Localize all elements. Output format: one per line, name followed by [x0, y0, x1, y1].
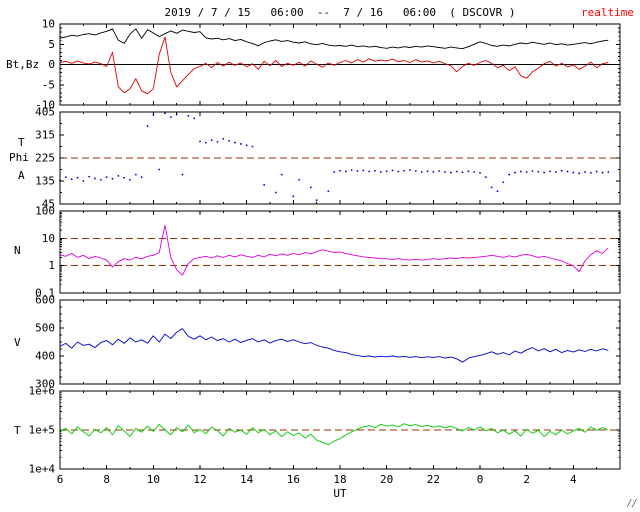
- svg-text:225: 225: [35, 152, 55, 165]
- svg-text:0.1: 0.1: [35, 287, 55, 300]
- svg-text:4: 4: [570, 473, 577, 486]
- svg-text:1e+4: 1e+4: [29, 463, 56, 476]
- svg-text:14: 14: [240, 473, 254, 486]
- svg-text:6: 6: [57, 473, 64, 486]
- ylabel-velocity: V: [14, 336, 21, 349]
- svg-text:45: 45: [42, 198, 55, 211]
- svg-text:100: 100: [35, 205, 55, 218]
- svg-text:0: 0: [477, 473, 484, 486]
- svg-text:5: 5: [48, 38, 55, 51]
- corner-hatch-mark: ⁄⁄: [625, 496, 638, 510]
- svg-text:2: 2: [523, 473, 530, 486]
- ylabel-angle-phi: Phi: [9, 151, 29, 164]
- x-axis-label: UT: [333, 487, 347, 500]
- ylabel-angle-t: T: [18, 136, 25, 149]
- svg-text:8: 8: [103, 473, 110, 486]
- svg-text:10: 10: [147, 473, 160, 486]
- svg-text:300: 300: [35, 378, 55, 391]
- ylabel-density: N: [14, 244, 21, 257]
- realtime-badge: realtime: [581, 6, 634, 19]
- svg-text:10: 10: [42, 18, 55, 31]
- svg-text:1e+6: 1e+6: [29, 385, 56, 398]
- ylabel-temperature: T: [14, 424, 21, 437]
- svg-text:22: 22: [427, 473, 440, 486]
- svg-text:500: 500: [35, 322, 55, 335]
- svg-text:10: 10: [42, 232, 55, 245]
- ylabel-bt-bz: Bt,Bz: [6, 58, 40, 71]
- svg-text:600: 600: [35, 294, 55, 307]
- svg-text:18: 18: [333, 473, 346, 486]
- svg-text:0: 0: [48, 58, 55, 71]
- svg-text:1: 1: [48, 259, 55, 272]
- svg-text:1e+5: 1e+5: [29, 424, 56, 437]
- svg-text:315: 315: [35, 129, 55, 142]
- svg-text:-5: -5: [42, 78, 55, 91]
- svg-text:135: 135: [35, 175, 55, 188]
- svg-text:16: 16: [287, 473, 300, 486]
- chart-title: 2019 / 7 / 15 06:00 -- 7 / 16 06:00 ( DS…: [164, 6, 516, 19]
- svg-text:20: 20: [380, 473, 393, 486]
- svg-text:-10: -10: [35, 99, 55, 112]
- svg-text:405: 405: [35, 106, 55, 119]
- svg-text:400: 400: [35, 350, 55, 363]
- svg-text:12: 12: [193, 473, 206, 486]
- ylabel-angle-a: A: [18, 169, 25, 182]
